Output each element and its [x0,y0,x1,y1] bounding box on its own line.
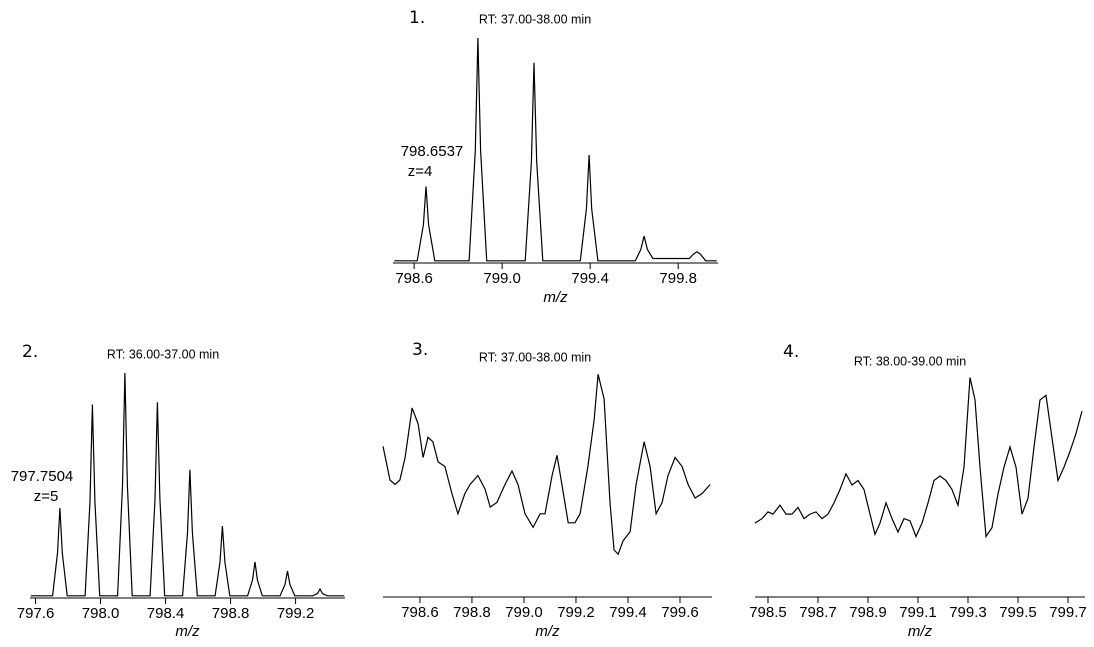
x-tick-label: 799.6 [661,604,699,621]
x-axis-label: m/z [543,289,568,306]
panel-title: RT: 36.00-37.00 min [107,347,219,361]
x-tick-label: 798.4 [147,605,185,622]
panel-label: 3. [412,340,428,360]
spectrum-line [30,372,345,597]
x-tick-label: 798.0 [82,605,120,622]
panel-label: 1. [409,8,425,28]
x-tick-label: 798.6 [401,604,439,621]
x-tick-label: 799.0 [505,604,543,621]
peak-annotation: 798.6537 [401,143,464,160]
panel-label: 4. [783,342,799,362]
spectrum-line [382,374,711,556]
peak-annotation: z=4 [408,163,433,180]
x-tick-label: 799.3 [949,604,987,621]
panel-label: 2. [22,342,38,362]
x-tick-label: 799.4 [571,270,609,287]
x-tick-label: 798.7 [799,604,837,621]
x-tick-label: 799.0 [483,270,521,287]
spectrum-line [394,37,717,262]
peak-annotation: 797.7504 [11,468,74,485]
peak-annotation: z=5 [34,488,59,505]
spectrum-line [754,377,1083,539]
x-tick-label: 799.7 [1049,604,1087,621]
x-axis-label: m/z [908,623,933,640]
panel-title: RT: 37.00-38.00 min [479,12,591,26]
x-tick-label: 799.2 [557,604,595,621]
x-tick-label: 798.6 [395,270,433,287]
x-tick-label: 799.1 [899,604,937,621]
panel-title: RT: 38.00-39.00 min [854,354,966,368]
x-tick-label: 799.2 [277,605,315,622]
x-tick-label: 798.9 [849,604,887,621]
x-tick-label: 798.8 [453,604,491,621]
x-tick-label: 799.5 [999,604,1037,621]
x-axis-label: m/z [535,623,560,640]
x-tick-label: 799.4 [609,604,647,621]
panel-title: RT: 37.00-38.00 min [479,350,591,364]
x-tick-label: 798.5 [749,604,787,621]
x-tick-label: 797.6 [17,605,55,622]
x-tick-label: 798.8 [212,605,250,622]
x-axis-label: m/z [175,623,200,640]
x-tick-label: 799.8 [659,270,697,287]
